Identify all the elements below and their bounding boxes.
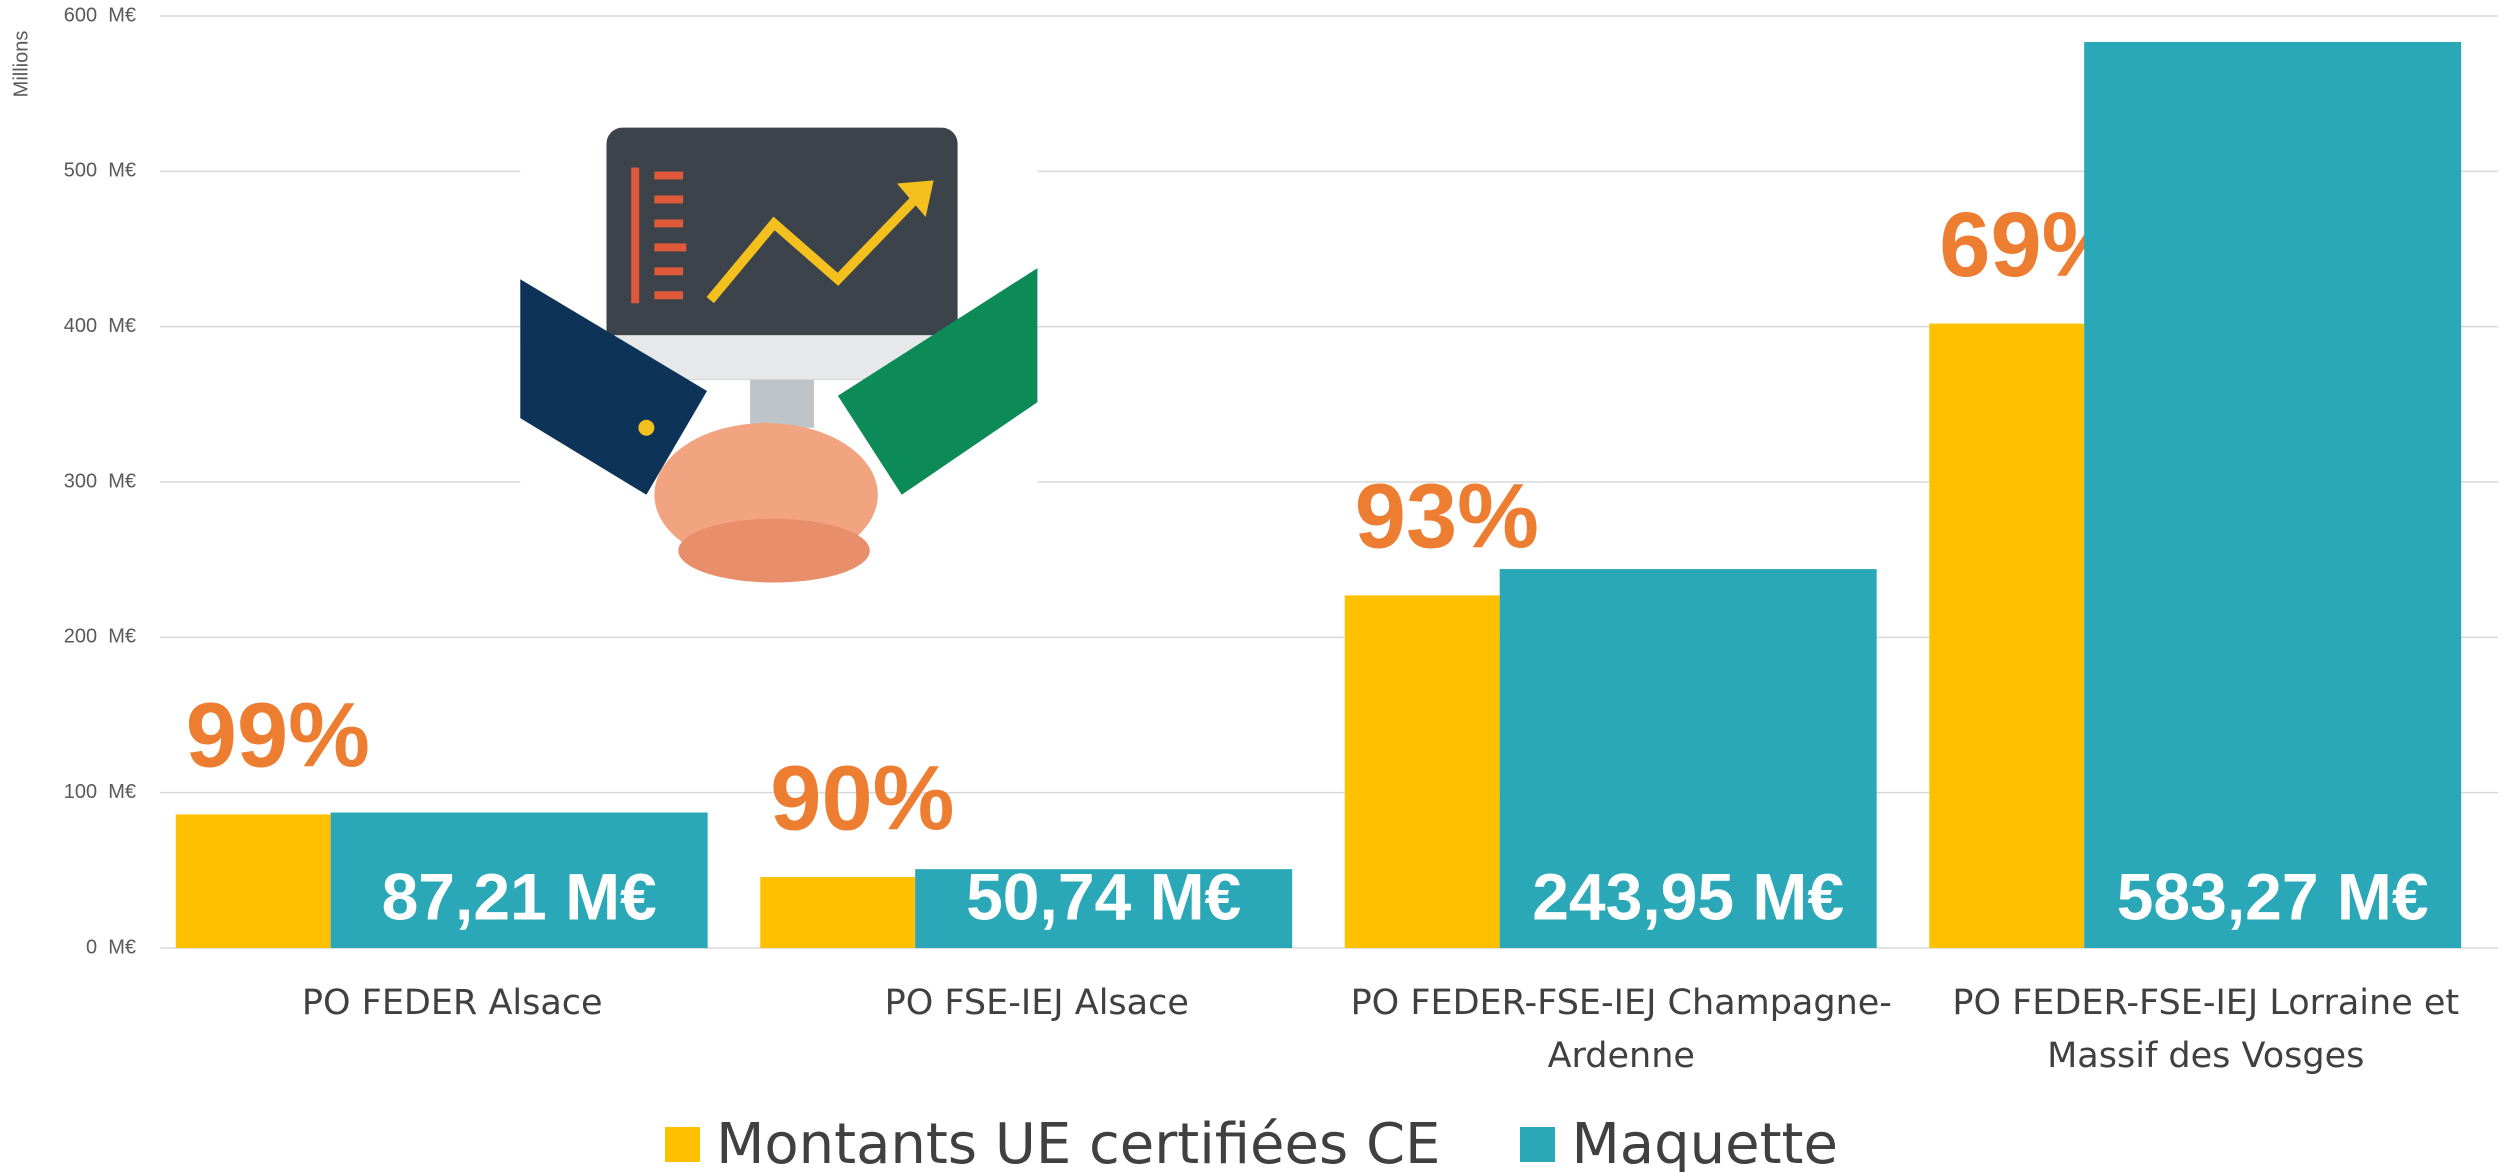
y-tick-label: 200 M€ (64, 626, 136, 648)
legend-swatch (665, 1127, 700, 1162)
legend-label: Montants UE certifiées CE (716, 1112, 1440, 1172)
y-tick-label: 500 M€ (64, 160, 136, 182)
percent-label: 90% (770, 747, 954, 849)
legend: Montants UE certifiées CE Maquette (0, 1112, 2503, 1172)
value-label: 583,27 M€ (2117, 859, 2429, 933)
percent-label: 99% (186, 685, 370, 787)
value-label: 50,74 M€ (966, 859, 1241, 933)
x-tick-label: PO FEDER-FSE-IEJ Champagne-Ardenne (1339, 977, 1904, 1083)
bar (1345, 595, 1500, 948)
y-tick-label: 0 M€ (86, 936, 136, 958)
legend-entry: Maquette (1520, 1112, 1838, 1172)
legend-entry: Montants UE certifiées CE (665, 1112, 1440, 1172)
y-tick-label: 300 M€ (64, 470, 136, 492)
bar (760, 877, 915, 948)
y-axis-title: Millions (10, 31, 32, 98)
page: Millions 0 M€ 100 M€ 200 M€ 300 M€ 400 M€ 500… (0, 0, 2503, 1172)
legend-label: Maquette (1571, 1112, 1838, 1172)
y-tick-label: 600 M€ (64, 4, 136, 26)
y-tick-label: 100 M€ (64, 781, 136, 803)
y-tick-label: 400 M€ (64, 315, 136, 337)
legend-swatch (1520, 1127, 1555, 1162)
value-label: 243,95 M€ (1532, 859, 1844, 933)
x-tick-label: PO FEDER Alsace (170, 977, 735, 1030)
x-tick-label: PO FEDER-FSE-IEJ Lorraine et Massif des … (1924, 977, 2489, 1083)
x-tick-label: PO FSE-IEJ Alsace (755, 977, 1320, 1030)
bar (2084, 42, 2461, 948)
percent-label: 93% (1355, 466, 1539, 568)
bar (1929, 324, 2084, 948)
illustration (520, 80, 1037, 591)
value-label: 87,21 M€ (382, 859, 657, 933)
bar (176, 814, 331, 948)
